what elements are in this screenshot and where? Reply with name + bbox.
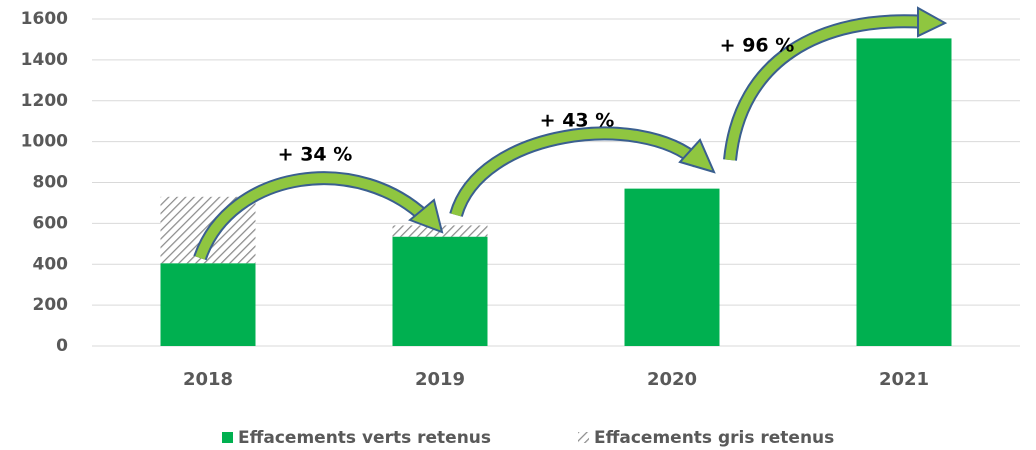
legend-label: Effacements verts retenus <box>238 428 491 448</box>
legend-swatch <box>578 432 589 443</box>
y-tick-label: 1600 <box>21 9 68 29</box>
legend-label: Effacements gris retenus <box>594 428 834 448</box>
y-tick-label: 400 <box>33 254 69 274</box>
y-tick-label: 1000 <box>21 132 68 152</box>
x-tick-label: 2020 <box>647 369 697 390</box>
bar-segment <box>624 188 720 346</box>
y-tick-label: 0 <box>56 336 68 356</box>
y-tick-label: 1400 <box>21 50 68 70</box>
bar-segment <box>856 38 952 347</box>
y-tick-label: 800 <box>33 173 69 193</box>
arrow <box>195 173 434 260</box>
y-tick-label: 600 <box>33 213 69 233</box>
legend-swatch <box>222 432 233 443</box>
arrow-head <box>408 198 444 234</box>
x-tick-label: 2018 <box>183 369 233 390</box>
y-tick-label: 1200 <box>21 91 68 111</box>
annotation: + 96 % <box>720 35 795 57</box>
bar-segment <box>160 263 256 346</box>
growth-arrows <box>193 6 948 261</box>
annotation: + 43 % <box>540 110 615 132</box>
annotation: + 34 % <box>278 144 353 166</box>
arrow-head <box>678 138 716 174</box>
x-tick-label: 2019 <box>415 369 465 390</box>
arrow <box>451 128 702 217</box>
y-tick-label: 200 <box>33 295 69 315</box>
arrow-head <box>917 6 948 38</box>
bar-segment <box>392 236 488 346</box>
x-tick-label: 2021 <box>879 369 929 390</box>
arrow <box>725 16 926 161</box>
